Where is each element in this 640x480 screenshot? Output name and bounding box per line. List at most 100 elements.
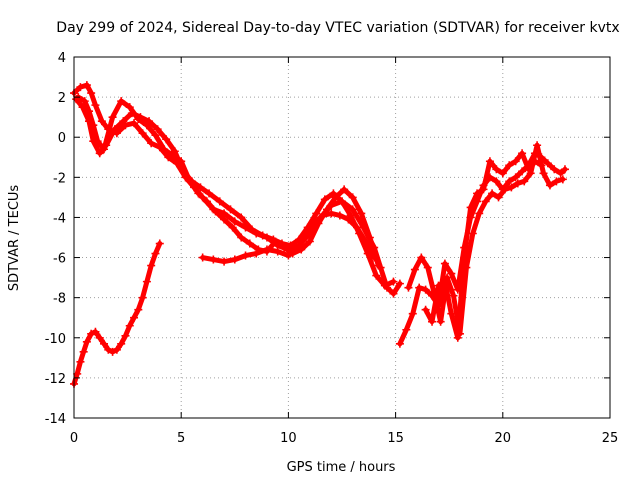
data-point	[138, 293, 147, 302]
data-point	[513, 179, 522, 188]
data-point	[237, 233, 246, 242]
data-point	[468, 229, 477, 238]
data-point	[262, 245, 271, 254]
data-point	[211, 207, 220, 216]
data-point	[473, 189, 482, 198]
data-point	[117, 97, 126, 106]
x-tick-label: 20	[495, 431, 512, 446]
series-track-f	[395, 149, 569, 348]
data-point	[318, 211, 327, 220]
data-point	[545, 181, 554, 190]
data-point	[273, 247, 282, 256]
data-point	[537, 161, 546, 170]
data-point	[466, 203, 475, 212]
data-point	[76, 357, 85, 366]
x-axis-label: GPS time / hours	[287, 460, 396, 475]
data-point	[520, 177, 529, 186]
data-point	[428, 317, 437, 326]
data-point	[492, 177, 501, 186]
data-point	[539, 169, 548, 178]
data-point	[136, 113, 145, 122]
data-point	[335, 211, 344, 220]
data-point	[284, 251, 293, 260]
data-point	[320, 195, 329, 204]
data-point	[488, 189, 497, 198]
data-point	[127, 109, 136, 118]
data-point	[518, 167, 527, 176]
data-point	[209, 255, 218, 264]
x-tick-label: 15	[387, 431, 404, 446]
data-point	[389, 277, 398, 286]
data-point	[89, 137, 98, 146]
chart-title: Day 299 of 2024, Sidereal Day-to-day VTE…	[56, 20, 619, 36]
data-point	[310, 219, 319, 228]
data-point	[481, 197, 490, 206]
data-point	[112, 345, 121, 354]
data-point	[415, 283, 424, 292]
data-point	[125, 321, 134, 330]
data-point	[80, 97, 89, 106]
data-point	[252, 249, 261, 258]
data-point	[269, 235, 278, 244]
data-point	[344, 215, 353, 224]
data-point	[87, 89, 96, 98]
y-axis-label: SDTVAR / TECUs	[7, 185, 22, 292]
data-point	[147, 261, 156, 270]
data-point	[110, 125, 119, 134]
data-point	[365, 233, 374, 242]
data-point	[357, 209, 366, 218]
data-point	[552, 177, 561, 186]
data-point	[196, 183, 205, 192]
series-track-d	[198, 209, 379, 266]
data-point	[228, 223, 237, 232]
series-line	[71, 82, 403, 297]
data-point	[142, 277, 151, 286]
series-track-c	[72, 95, 398, 290]
data-point	[327, 209, 336, 218]
data-point	[421, 285, 430, 294]
data-point	[395, 339, 404, 348]
data-point	[155, 239, 164, 248]
data-point	[526, 169, 535, 178]
data-point	[134, 305, 143, 314]
series-line	[73, 96, 396, 289]
data-point	[380, 281, 389, 290]
data-point	[151, 131, 160, 140]
y-tick-label: -6	[53, 252, 66, 267]
data-point	[245, 239, 254, 248]
data-point	[312, 209, 321, 218]
data-point	[72, 95, 81, 104]
data-point	[550, 165, 559, 174]
data-point	[95, 333, 104, 342]
data-point	[76, 83, 85, 92]
data-point	[151, 249, 160, 258]
axes: 0 5 10 15 20 25 -14 -12 -10 -8 -6 -4 -2 0 2 4	[45, 51, 619, 446]
data-point	[117, 339, 126, 348]
data-point	[505, 161, 514, 170]
series-line	[397, 150, 568, 347]
data-point	[292, 245, 301, 254]
data-point	[95, 149, 104, 158]
y-tick-label: -12	[45, 372, 66, 387]
x-tick-label: 0	[70, 431, 78, 446]
data-point	[73, 369, 82, 378]
data-point	[494, 193, 503, 202]
data-point	[87, 329, 96, 338]
data-point	[511, 173, 520, 182]
data-point	[230, 217, 239, 226]
series-track-a	[70, 81, 404, 298]
data-point	[417, 253, 426, 262]
data-point	[220, 215, 229, 224]
data-point	[130, 119, 139, 128]
series-line	[75, 94, 381, 269]
data-point	[78, 103, 87, 112]
y-tick-label: -8	[53, 292, 66, 307]
data-point	[97, 117, 106, 126]
data-point	[237, 213, 246, 222]
data-point	[340, 185, 349, 194]
data-point	[507, 183, 516, 192]
data-point	[119, 117, 128, 126]
data-point	[104, 345, 113, 354]
data-point	[505, 177, 514, 186]
